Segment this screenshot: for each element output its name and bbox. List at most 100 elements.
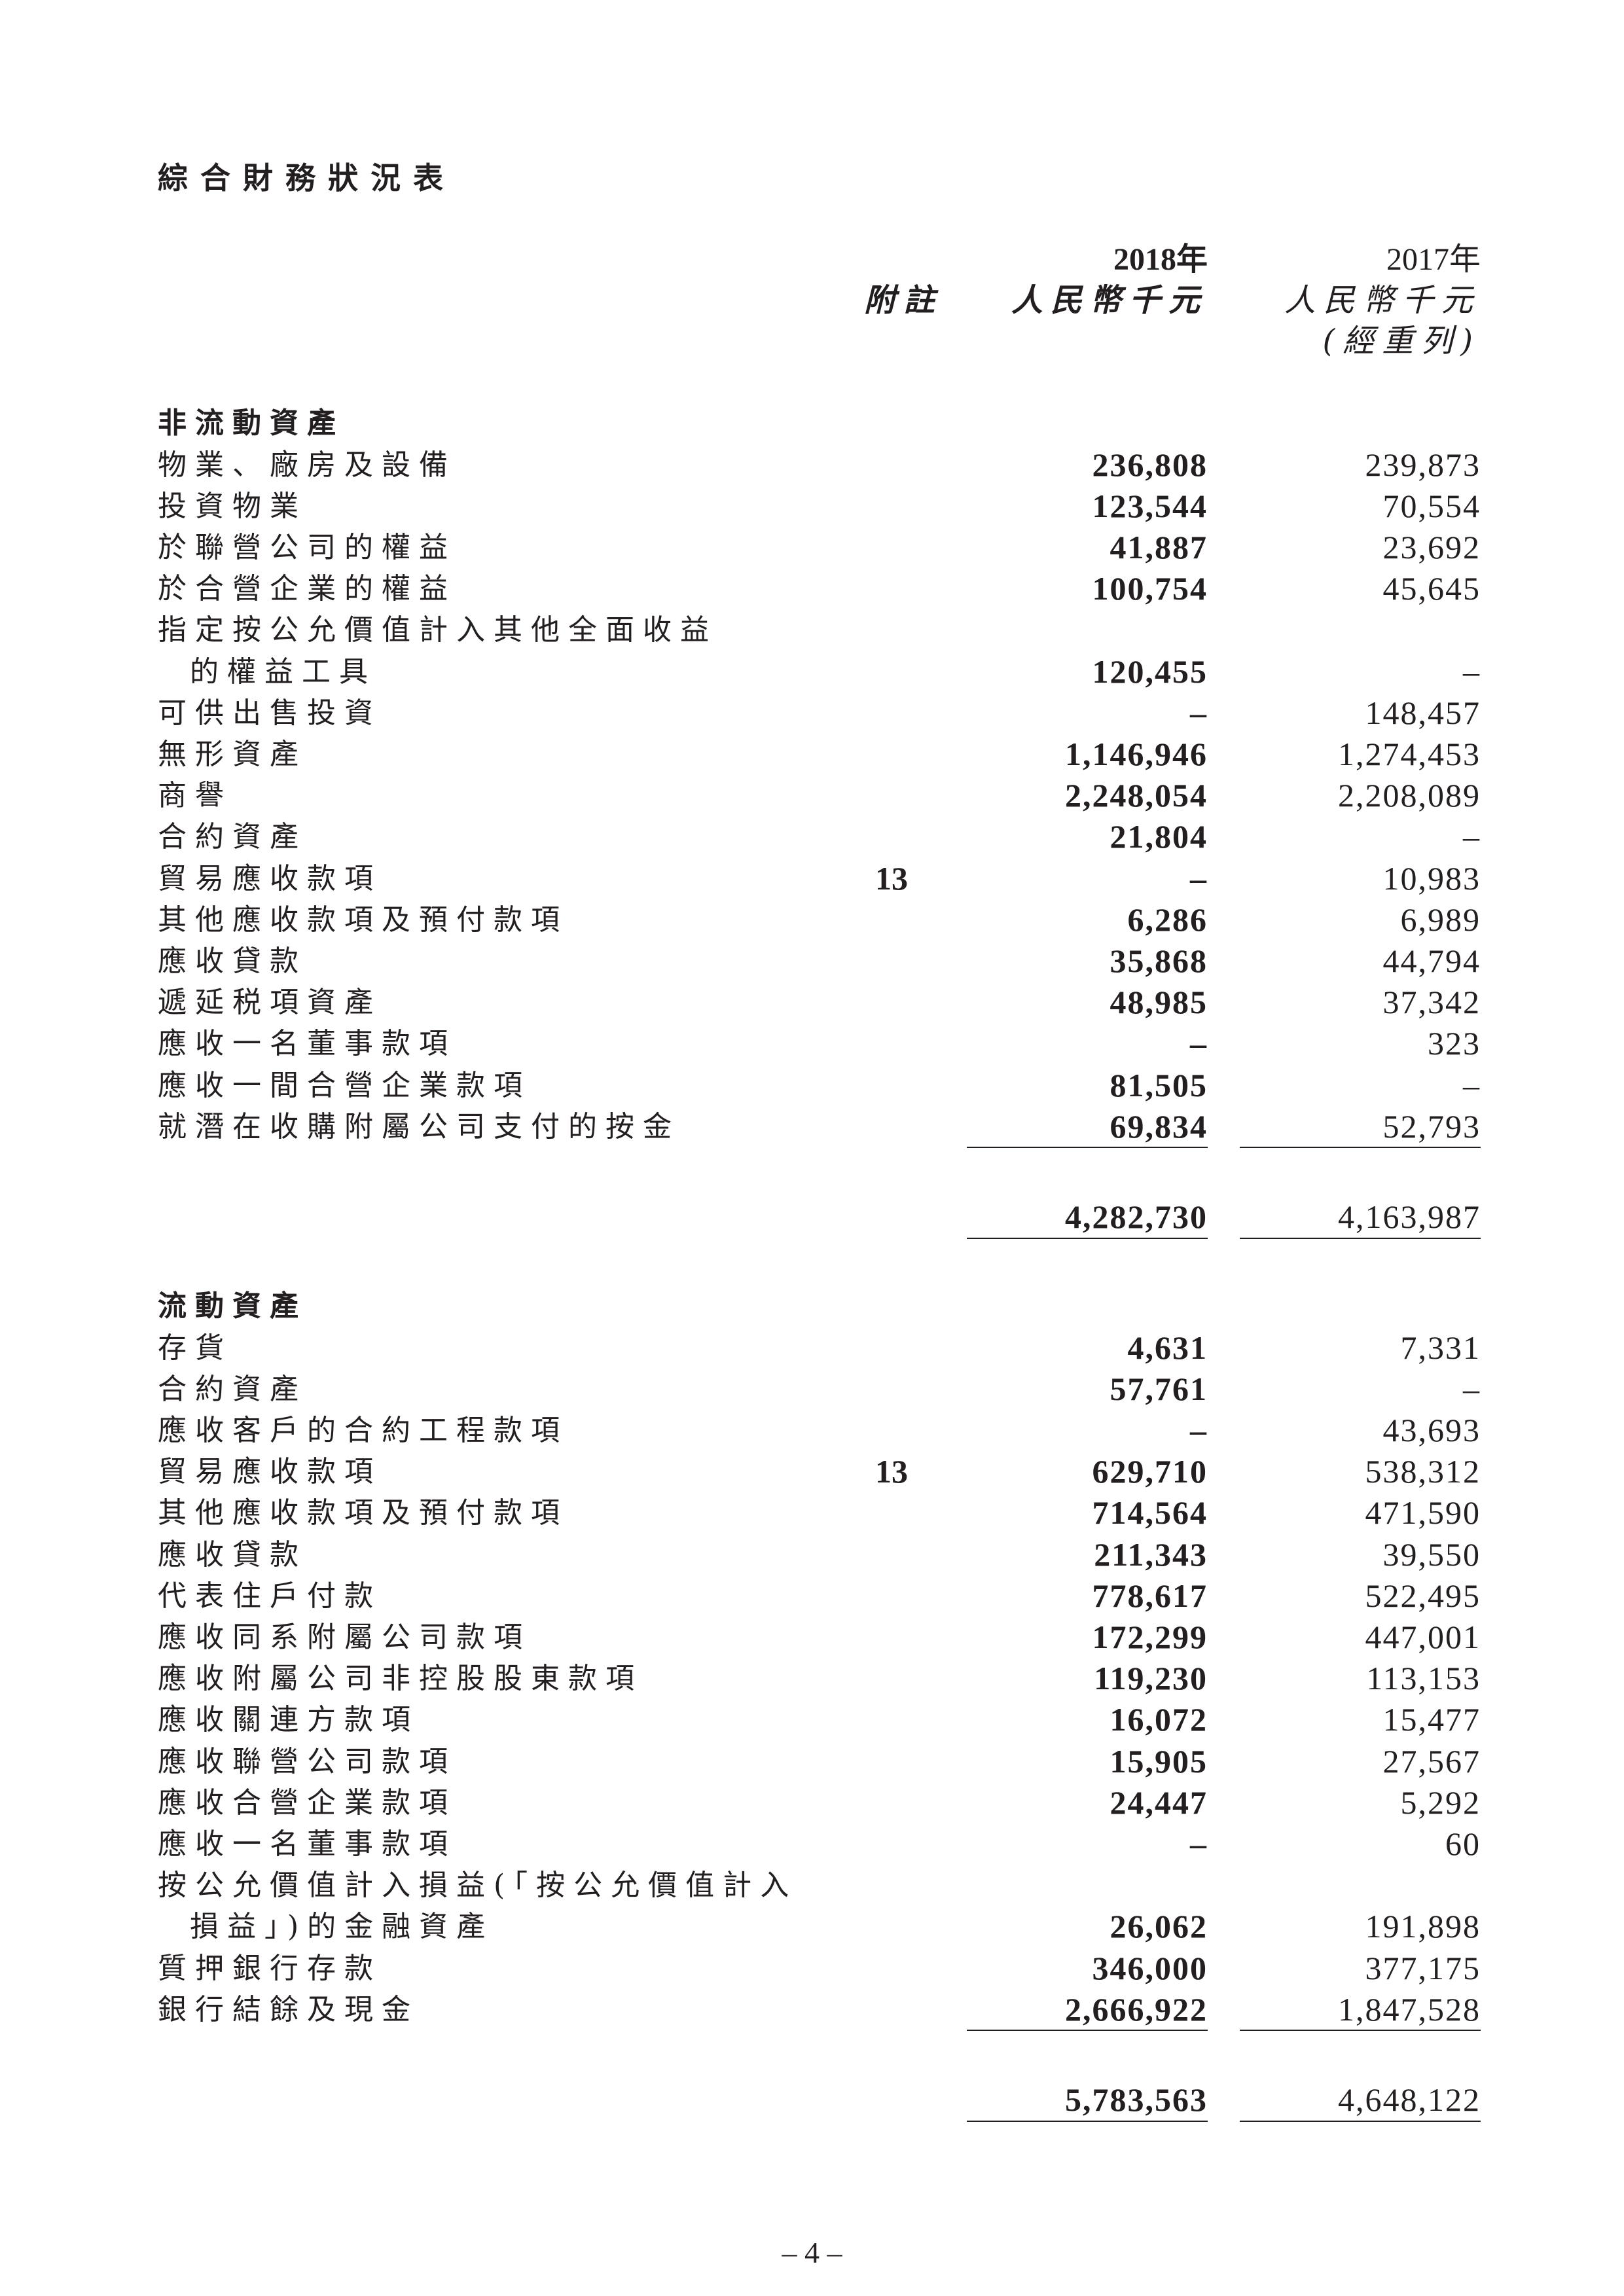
table-row: 貿易應收款項 13 – 10,983 (0, 858, 1624, 899)
subtotal-rule (967, 1147, 1208, 1149)
value-2018: 41,887 (1110, 529, 1208, 565)
value-2017: 148,457 (1365, 694, 1481, 731)
table-row: 合約資產 57,761 – (0, 1369, 1624, 1410)
table-row: 銀行結餘及現金 2,666,922 1,847,528 (0, 1989, 1624, 2030)
row-label: 應收一間合營企業款項 (158, 1068, 531, 1102)
value-2018: 172,299 (1092, 1619, 1208, 1655)
table-row: 存貨 4,631 7,331 (0, 1327, 1624, 1369)
value-2018: 714,564 (1092, 1494, 1208, 1532)
table-row: 物業、廠房及設備 236,808 239,873 (0, 444, 1624, 486)
value-2018: 6,286 (1127, 901, 1208, 938)
value-2018: – (1190, 1412, 1208, 1448)
unit-2018-label: 人民幣千元 (1011, 282, 1208, 319)
value-2017: – (1463, 1370, 1481, 1407)
section-heading-row: 流動資產 (0, 1285, 1624, 1327)
row-label: 銀行結餘及現金 (158, 1992, 419, 2026)
value-2017: 191,898 (1365, 1908, 1481, 1945)
row-label-continuation: 損益」)的金融資產 (190, 1910, 494, 1944)
total-2017: 4,163,987 (1338, 1198, 1481, 1235)
table-row: 遞延税項資產 48,985 37,342 (0, 982, 1624, 1023)
row-label: 應收附屬公司非控股股東款項 (158, 1662, 643, 1696)
total-rule (1240, 1238, 1481, 1240)
table-row: 應收貸款 35,868 44,794 (0, 941, 1624, 982)
value-2018: 69,834 (1110, 1107, 1208, 1145)
year-2017-label: 2017年 (1386, 242, 1481, 277)
value-2018: 81,505 (1110, 1066, 1208, 1103)
row-label: 貿易應收款項 (158, 1455, 382, 1489)
value-2018: 2,248,054 (1065, 777, 1208, 814)
value-2018: – (1190, 694, 1208, 731)
value-2017: 60 (1445, 1825, 1481, 1862)
value-2018: 24,447 (1110, 1784, 1208, 1821)
value-2018: 4,631 (1127, 1329, 1208, 1366)
value-2017: 15,477 (1382, 1701, 1481, 1738)
value-2017: 1,274,453 (1338, 736, 1481, 772)
value-2018: 211,343 (1094, 1535, 1208, 1573)
value-2017: 10,983 (1382, 859, 1481, 897)
table-row-continuation: 損益」)的金融資產 26,062 191,898 (0, 1906, 1624, 1947)
value-2017: 377,175 (1365, 1949, 1481, 1986)
table-row: 可供出售投資 – 148,457 (0, 692, 1624, 734)
value-2018: – (1190, 1825, 1208, 1862)
table-row: 應收貸款 211,343 39,550 (0, 1534, 1624, 1575)
value-2018: 236,808 (1092, 446, 1208, 483)
value-2017: 239,873 (1365, 446, 1481, 483)
value-2018: – (1190, 859, 1208, 897)
value-2017: 538,312 (1365, 1453, 1481, 1490)
row-label: 物業、廠房及設備 (158, 448, 456, 482)
value-2017: 43,693 (1382, 1412, 1481, 1448)
table-row: 按公允價值計入損益(「按公允價值計入 (0, 1865, 1624, 1906)
value-2018: 100,754 (1092, 570, 1208, 607)
table-row: 應收一名董事款項 – 323 (0, 1023, 1624, 1064)
table-row: 應收同系附屬公司款項 172,299 447,001 (0, 1617, 1624, 1658)
row-label: 投資物業 (158, 489, 307, 523)
total-rule (1240, 2121, 1481, 2123)
value-2017: 447,001 (1365, 1619, 1481, 1655)
section-heading: 非流動資產 (158, 406, 344, 440)
value-2017: – (1463, 1066, 1481, 1103)
row-label: 應收客戶的合約工程款項 (158, 1414, 568, 1447)
row-label: 商譽 (158, 779, 232, 813)
table-row: 指定按公允價值計入其他全面收益 (0, 609, 1624, 651)
value-2018: 57,761 (1110, 1370, 1208, 1407)
value-2017: – (1463, 653, 1481, 690)
section-heading-row: 非流動資產 (0, 403, 1624, 444)
value-2018: 16,072 (1110, 1701, 1208, 1738)
row-label: 應收同系附屬公司款項 (158, 1621, 531, 1654)
row-label: 應收聯營公司款項 (158, 1744, 456, 1778)
row-label: 貿易應收款項 (158, 861, 382, 895)
row-label: 指定按公允價值計入其他全面收益 (158, 613, 717, 647)
value-2018: 778,617 (1092, 1577, 1208, 1614)
row-label: 於聯營公司的權益 (158, 531, 456, 564)
value-2018: 21,804 (1110, 818, 1208, 855)
total-2018: 4,282,730 (1065, 1198, 1208, 1235)
row-label: 應收一名董事款項 (158, 1827, 456, 1861)
value-2017: 70,554 (1382, 487, 1481, 524)
total-rule (967, 1238, 1208, 1240)
table-row: 無形資產 1,146,946 1,274,453 (0, 734, 1624, 775)
table-row: 應收附屬公司非控股股東款項 119,230 113,153 (0, 1658, 1624, 1699)
table-row: 於聯營公司的權益 41,887 23,692 (0, 527, 1624, 568)
unit-2017-label: 人民幣千元 (1284, 282, 1481, 319)
value-2018: 1,146,946 (1065, 736, 1208, 772)
table-row: 應收合營企業款項 24,447 5,292 (0, 1782, 1624, 1823)
table-row: 應收一名董事款項 – 60 (0, 1823, 1624, 1865)
value-2017: 5,292 (1400, 1784, 1481, 1821)
row-label: 存貨 (158, 1331, 232, 1365)
value-2018: 120,455 (1092, 653, 1208, 690)
value-2018: 346,000 (1092, 1949, 1208, 1986)
value-2018: 48,985 (1110, 984, 1208, 1021)
value-2017: 2,208,089 (1338, 777, 1481, 814)
total-2018: 5,783,563 (1065, 2081, 1208, 2118)
note-reference: 13 (875, 859, 908, 897)
table-row: 應收聯營公司款項 15,905 27,567 (0, 1741, 1624, 1782)
restated-remark: (經重列) (1322, 323, 1481, 359)
value-2017: 27,567 (1382, 1742, 1481, 1780)
value-2018: 2,666,922 (1065, 1990, 1208, 2028)
row-label: 可供出售投資 (158, 696, 382, 730)
value-2018: 15,905 (1110, 1742, 1208, 1780)
row-label: 應收貸款 (158, 944, 307, 978)
total-row: 4,282,730 4,163,987 (0, 1196, 1624, 1238)
row-label: 應收關連方款項 (158, 1703, 419, 1737)
table-row: 代表住戶付款 778,617 522,495 (0, 1575, 1624, 1617)
